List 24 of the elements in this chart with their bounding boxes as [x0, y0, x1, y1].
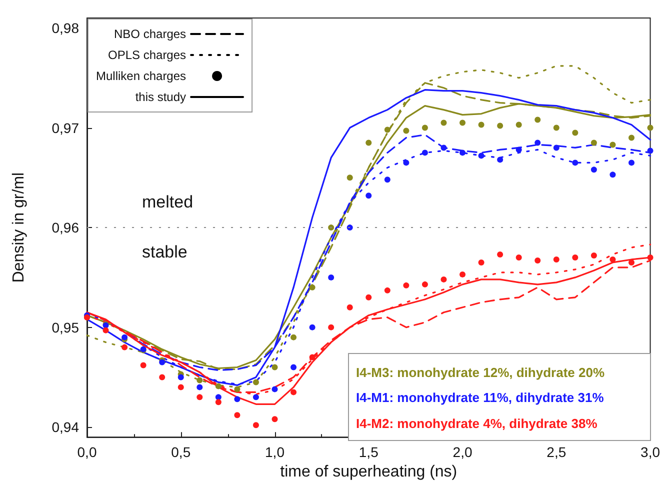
y-tick-label: 0,94 [52, 419, 80, 436]
y-tick-label: 0,96 [52, 220, 80, 236]
annotation: I4-M3: monohydrate 12%, dihydrate 20% [356, 364, 606, 382]
legend-label: NBO charges [114, 27, 186, 41]
annotation: I4-M2: monohydrate 4%, dihydrate 38% [356, 414, 598, 433]
legend-label: Mulliken charges [96, 69, 186, 83]
x-tick-label: 2,0 [452, 444, 472, 460]
x-tick-label: 3,0 [640, 444, 660, 460]
x-tick-label: 0,5 [171, 444, 191, 460]
x-tick-label: 1,0 [265, 444, 285, 460]
y-tick-label: 0,95 [52, 319, 80, 336]
annotation: I4-M1: monohydrate 11%, dihydrate 31% [356, 389, 605, 407]
y-tick-label: 0,98 [52, 20, 80, 36]
note-box: I4-M3: monohydrate 12%, dihydrate 20% I4-M1: monohydrate 11%, dihydrate 31% I4-M2: monohydrate 4%, dihydrate 38% [348, 352, 651, 441]
annotation: stable [142, 242, 188, 262]
x-tick-label: 2,5 [546, 444, 566, 460]
y-axis-title: Density in gr/ml [10, 172, 28, 283]
x-tick-label: 1,5 [358, 444, 379, 460]
y-tick-label: 0,97 [52, 120, 80, 136]
legend-label: OPLS charges [108, 48, 186, 62]
x-axis-title: time of superheating (ns) [280, 464, 458, 480]
legend-label: this study [135, 90, 186, 104]
annotation: melted [142, 192, 194, 212]
x-tick-label: 0,0 [77, 444, 97, 460]
